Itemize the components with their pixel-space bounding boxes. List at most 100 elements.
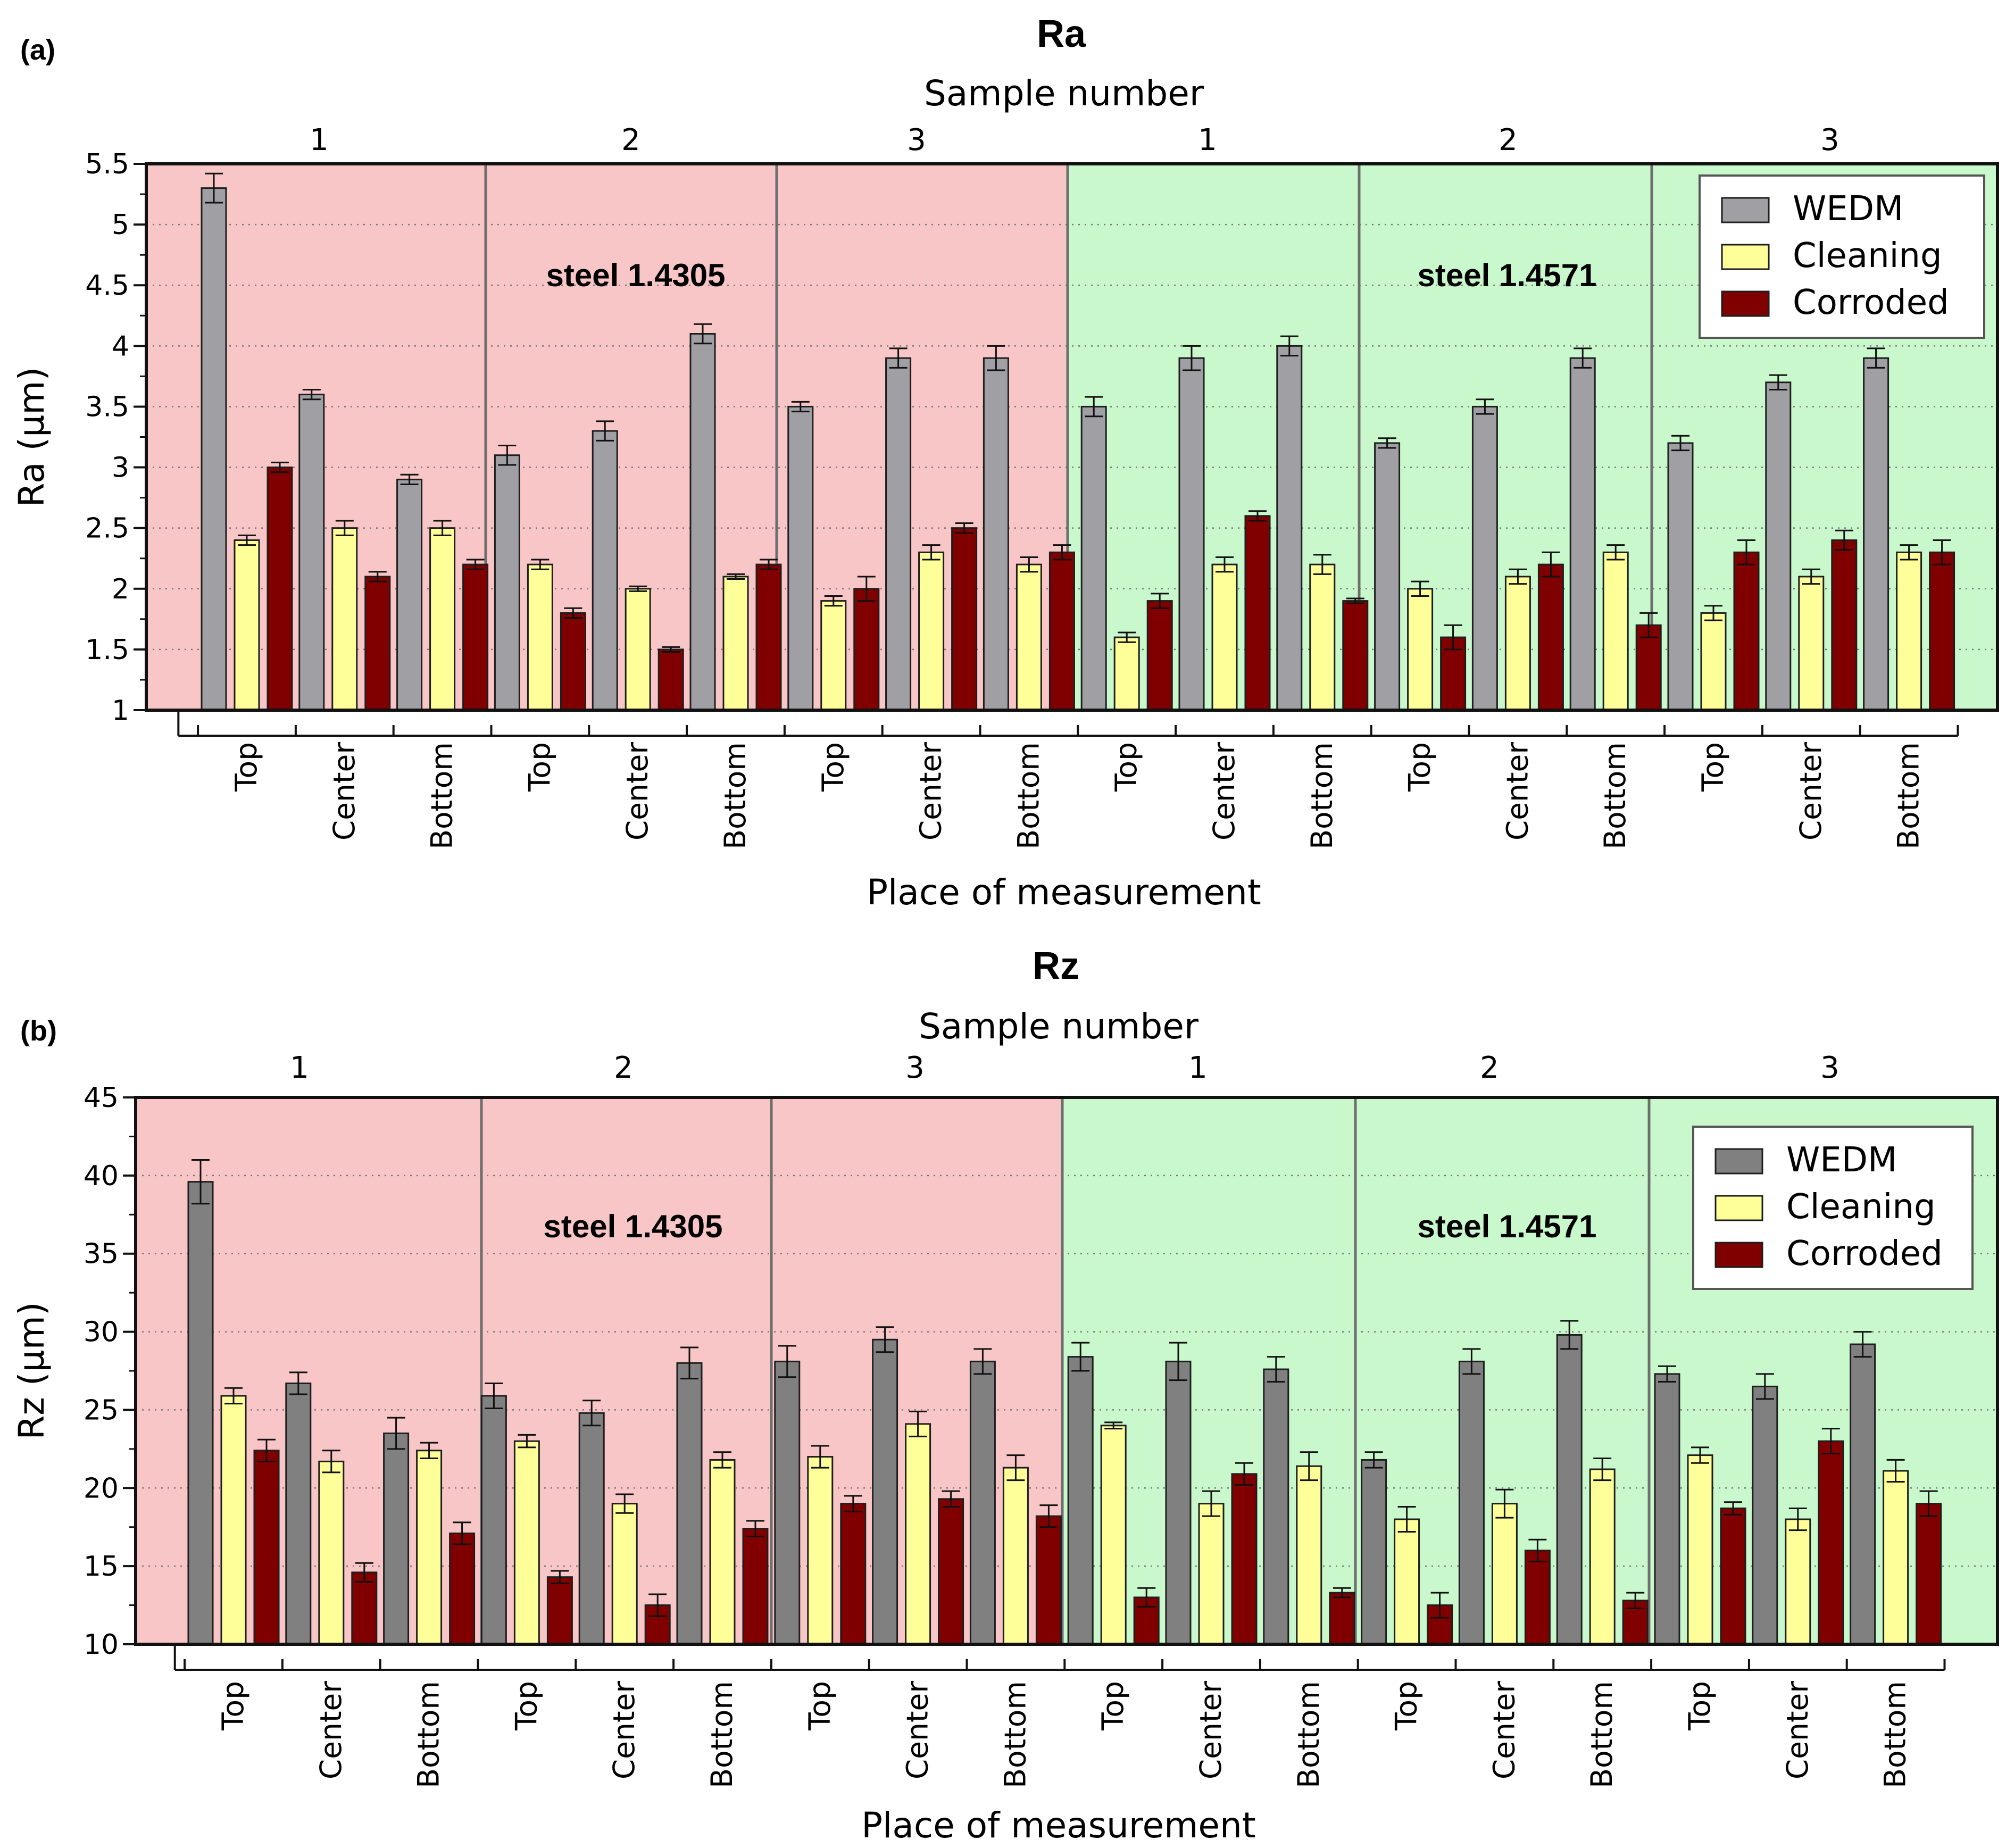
error-bar (778, 1345, 796, 1378)
error-bar (1886, 1459, 1905, 1483)
error-bar (1574, 347, 1592, 369)
category-label: Top (816, 742, 850, 792)
error-bar (485, 1382, 503, 1409)
category-label: Center (1487, 1681, 1521, 1780)
category-label: Top (1109, 742, 1143, 792)
error-bar (1509, 568, 1527, 585)
bar-corroded (1635, 624, 1662, 711)
error-bar (1755, 1373, 1774, 1400)
bar-wedm (285, 1382, 312, 1645)
region-label: steel 1.4305 (544, 1209, 723, 1244)
error-bar (791, 401, 810, 413)
category-label: Top (216, 1681, 250, 1731)
bar-cleaning (1602, 551, 1629, 711)
bar-cleaning (1296, 1465, 1322, 1645)
bar-corroded (1537, 563, 1564, 711)
bar-wedm (774, 1360, 801, 1645)
error-bar (1607, 544, 1625, 561)
error-bar (713, 1451, 731, 1469)
error-bar (1378, 437, 1396, 449)
bar-cleaning (611, 1503, 638, 1645)
category-label: Center (314, 1681, 348, 1780)
error-bar (322, 1450, 340, 1474)
error-bar (355, 1562, 373, 1583)
bar-corroded (1244, 515, 1271, 711)
error-bar (1737, 539, 1755, 565)
bar-cleaning (220, 1395, 247, 1645)
bar-corroded (351, 1571, 378, 1645)
bar-cleaning (318, 1460, 345, 1645)
error-bar (1704, 605, 1722, 621)
error-bar (1169, 1342, 1187, 1381)
sample-number-label: 2 (1499, 123, 1518, 157)
bar-cleaning (1309, 563, 1336, 711)
series-cleaning (220, 1387, 1909, 1645)
error-bar (1300, 1451, 1318, 1481)
sample-number-label: 3 (907, 123, 926, 157)
error-bar (257, 1438, 276, 1462)
bar-corroded (1146, 600, 1173, 711)
bar-corroded (364, 576, 391, 711)
bar-wedm (187, 1181, 214, 1645)
bar-corroded (1929, 551, 1955, 711)
bar-corroded (1524, 1550, 1551, 1645)
y-tick-label: 25 (84, 1394, 119, 1426)
bar-cleaning (709, 1459, 736, 1645)
category-label: Center (901, 1681, 935, 1780)
bar-cleaning (722, 576, 749, 711)
error-bar (1769, 374, 1787, 390)
y-tick-label: 45 (84, 1082, 119, 1114)
error-bar (973, 1348, 992, 1375)
bar-wedm (885, 357, 912, 711)
series-corroded (267, 461, 1955, 711)
error-bar (1346, 597, 1364, 604)
error-bar (1691, 1446, 1709, 1464)
category-label: Top (229, 742, 263, 792)
error-bar (1495, 1488, 1514, 1519)
bar-wedm (1569, 357, 1596, 711)
bar-cleaning (234, 539, 260, 711)
category-label: Bottom (1878, 1681, 1912, 1788)
error-bar (1626, 1592, 1645, 1609)
error-bar (987, 345, 1005, 371)
category-label: Center (1780, 1681, 1814, 1780)
bar-cleaning (1394, 1518, 1420, 1645)
bar-cleaning (807, 1456, 834, 1645)
error-bar (335, 520, 354, 536)
category-label: Center (1194, 1681, 1228, 1780)
bar-wedm (1850, 1343, 1876, 1645)
bar-wedm (787, 405, 814, 711)
bar-wedm (1667, 442, 1694, 711)
error-bar (1542, 551, 1560, 578)
error-bar (368, 571, 387, 582)
category-label: Bottom (1305, 742, 1339, 850)
error-bar (466, 559, 485, 570)
category-label: Center (327, 742, 361, 841)
bar-wedm (1752, 1385, 1778, 1645)
bar-corroded (560, 612, 586, 711)
error-bar (551, 1570, 569, 1584)
y-tick-label: 4 (112, 330, 129, 362)
bar-corroded (755, 563, 782, 711)
bar-cleaning (905, 1423, 931, 1645)
error-bar (1867, 347, 1885, 369)
chart-title: Rz (1033, 945, 1079, 987)
error-bar (824, 595, 843, 607)
chart-title: Ra (1037, 13, 1086, 55)
error-bar (1476, 398, 1494, 415)
error-bar (942, 1490, 960, 1508)
legend-label-wedm: WEDM (1793, 189, 1903, 229)
error-bar (1006, 1454, 1025, 1481)
error-bar (420, 1442, 438, 1459)
x-axis-title: Place of measurement (867, 872, 1261, 913)
error-bar (1280, 335, 1299, 357)
error-bar (955, 522, 973, 534)
error-bar (224, 1387, 243, 1405)
error-bar (648, 1593, 667, 1617)
error-bar (271, 461, 289, 473)
category-label: Center (620, 742, 654, 841)
bar-cleaning (513, 1440, 540, 1645)
category-label: Center (607, 1681, 641, 1780)
error-bar (1071, 1342, 1090, 1372)
bar-wedm (983, 357, 1009, 711)
